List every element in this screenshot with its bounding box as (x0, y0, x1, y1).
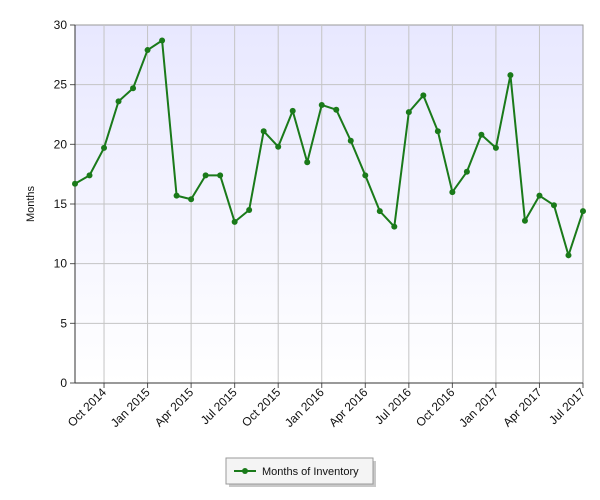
data-point (333, 106, 340, 113)
series-layer (72, 37, 586, 259)
data-point (275, 143, 282, 150)
data-point (347, 137, 354, 144)
data-point (246, 206, 253, 213)
x-tick-label: Jul 2017 (546, 385, 588, 427)
x-tick-label: Jul 2016 (372, 385, 414, 427)
data-point (217, 172, 224, 179)
y-tick-label: 0 (60, 376, 67, 390)
data-point (565, 252, 572, 259)
data-point (391, 223, 398, 230)
data-point (580, 208, 586, 215)
data-point (188, 196, 195, 203)
legend: Months of Inventory (225, 457, 376, 487)
data-point (144, 47, 151, 54)
x-tick-label: Oct 2015 (239, 385, 284, 430)
data-point (536, 192, 543, 199)
x-tick-label: Oct 2016 (413, 385, 458, 430)
data-point (72, 180, 78, 187)
x-tick-label: Apr 2015 (152, 385, 197, 430)
x-tick-label: Jan 2015 (108, 385, 153, 430)
data-point (405, 109, 412, 116)
y-tick-label: 15 (54, 197, 68, 211)
x-tick-label: Apr 2017 (500, 385, 545, 430)
data-point (420, 92, 427, 99)
data-point (362, 172, 369, 179)
y-tick-label: 25 (54, 78, 68, 92)
legend-label: Months of Inventory (262, 466, 359, 478)
x-tick-label: Jan 2016 (282, 385, 327, 430)
data-point (463, 168, 470, 175)
y-tick-label: 20 (54, 137, 68, 151)
data-point (86, 172, 93, 179)
y-axis-title: Months (25, 185, 37, 222)
data-point (521, 217, 528, 224)
gridlines (75, 25, 583, 383)
data-point (434, 128, 441, 135)
x-tick-label: Jul 2015 (198, 385, 240, 427)
data-point (159, 37, 166, 44)
x-tick-label: Apr 2016 (326, 385, 371, 430)
data-point (304, 159, 311, 166)
y-tick-label: 5 (60, 316, 67, 330)
data-point (478, 131, 485, 138)
data-point (260, 128, 267, 135)
x-tick-label: Jan 2017 (456, 385, 501, 430)
data-point (550, 202, 557, 209)
y-tick-label: 30 (54, 18, 68, 32)
legend-marker-swatch (242, 468, 248, 474)
data-point (130, 85, 137, 92)
data-point (507, 72, 514, 79)
data-point (115, 98, 122, 105)
data-point (231, 218, 238, 225)
data-point (101, 144, 108, 151)
data-point (202, 172, 209, 179)
data-point (492, 144, 499, 151)
data-point (449, 189, 456, 196)
data-point (173, 192, 180, 199)
x-tick-label: Oct 2014 (65, 385, 110, 430)
data-point (289, 107, 296, 114)
data-point (376, 208, 383, 215)
data-point (318, 101, 325, 108)
y-tick-label: 10 (54, 257, 68, 271)
